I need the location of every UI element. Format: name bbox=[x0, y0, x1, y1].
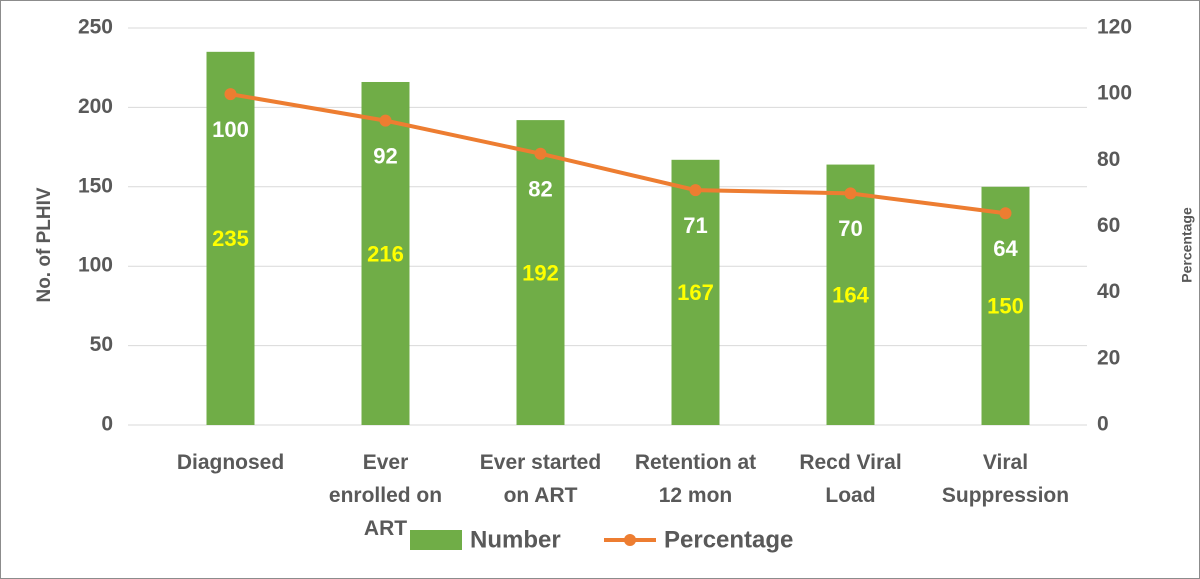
x-tick-label: Recd Viral Load bbox=[799, 451, 901, 507]
y-tick-label: 50 bbox=[90, 333, 113, 356]
line-point bbox=[689, 184, 702, 197]
data-label: 100 bbox=[212, 117, 249, 142]
data-label: 167 bbox=[677, 280, 714, 305]
y-tick-label: 150 bbox=[78, 174, 113, 197]
line-point bbox=[224, 88, 237, 101]
y2-tick-label: 60 bbox=[1097, 214, 1120, 237]
x-tick-label: Ever started on ART bbox=[480, 451, 601, 507]
legend-swatch bbox=[410, 530, 462, 550]
y2-tick-label: 100 bbox=[1097, 82, 1132, 105]
x-tick-label: Ever enrolled on ART bbox=[329, 451, 442, 540]
legend-marker bbox=[624, 534, 636, 546]
y2-tick-label: 20 bbox=[1097, 346, 1120, 369]
data-label: 71 bbox=[683, 213, 707, 238]
data-label: 235 bbox=[212, 226, 249, 251]
y-axis-title: No. of PLHIV bbox=[34, 187, 55, 302]
data-label: 70 bbox=[838, 216, 862, 241]
line-point bbox=[999, 207, 1012, 220]
bar bbox=[671, 159, 720, 425]
data-label: 192 bbox=[522, 260, 559, 285]
y-tick-label: 0 bbox=[101, 413, 113, 436]
bar bbox=[361, 81, 410, 425]
data-label: 150 bbox=[987, 294, 1024, 319]
legend-label: Percentage bbox=[664, 526, 793, 553]
y-tick-label: 200 bbox=[78, 95, 113, 118]
y2-axis-title: Percentage bbox=[1179, 207, 1195, 283]
y2-tick-label: 40 bbox=[1097, 280, 1120, 303]
y-tick-label: 100 bbox=[78, 254, 113, 277]
legend-label: Number bbox=[470, 526, 561, 553]
data-label: 82 bbox=[528, 177, 552, 202]
data-label: 92 bbox=[373, 143, 397, 168]
bar bbox=[516, 120, 565, 425]
x-tick-label: Retention at 12 mon bbox=[635, 451, 756, 507]
bar bbox=[981, 186, 1030, 425]
data-label: 216 bbox=[367, 241, 404, 266]
y-tick-label: 250 bbox=[78, 16, 113, 39]
line-point bbox=[534, 147, 547, 160]
data-label: 164 bbox=[832, 283, 869, 308]
line-point bbox=[844, 187, 857, 200]
line-point bbox=[379, 114, 392, 127]
y2-tick-label: 80 bbox=[1097, 148, 1120, 171]
y2-tick-label: 120 bbox=[1097, 16, 1132, 39]
y2-tick-label: 0 bbox=[1097, 413, 1109, 436]
x-tick-label: Diagnosed bbox=[177, 451, 284, 474]
bar bbox=[826, 164, 875, 425]
bar bbox=[206, 51, 255, 425]
x-tick-label: Viral Suppression bbox=[942, 451, 1069, 507]
data-label: 64 bbox=[993, 236, 1018, 261]
line bbox=[230, 92, 1006, 216]
